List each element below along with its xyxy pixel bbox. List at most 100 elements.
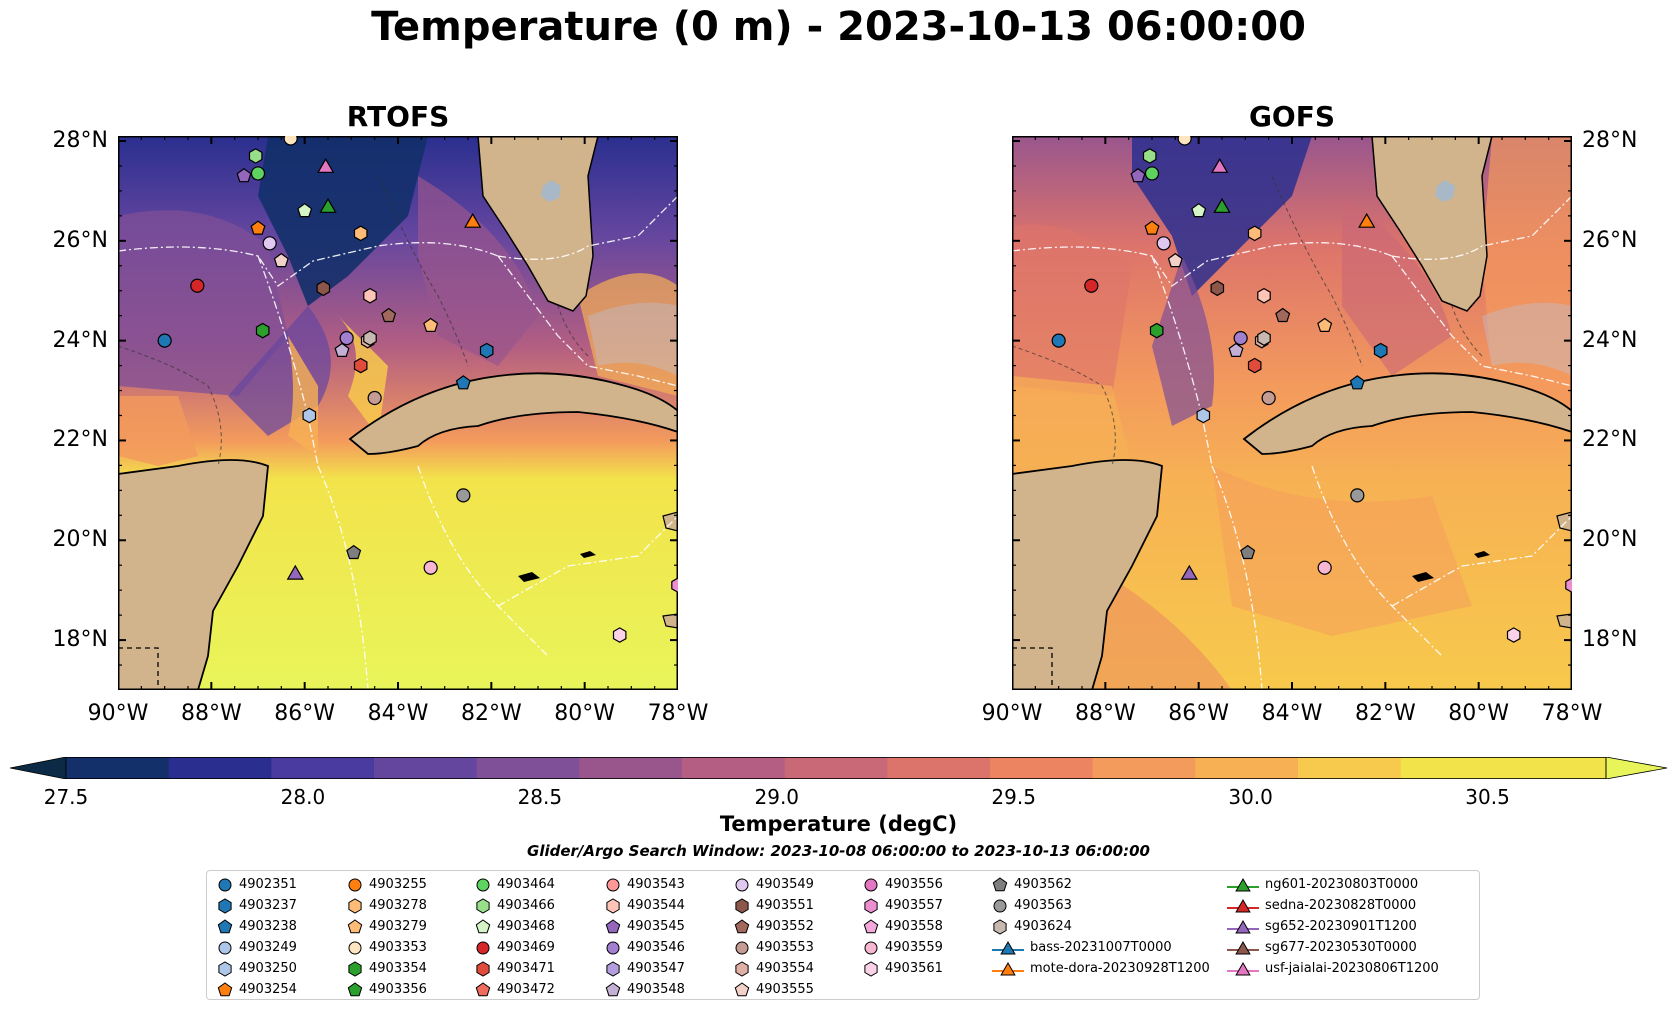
legend-item: 4903558 bbox=[863, 916, 943, 937]
marker-4903546[interactable] bbox=[1233, 331, 1248, 346]
marker-4903548[interactable] bbox=[334, 342, 350, 357]
marker-4903549[interactable] bbox=[1156, 236, 1171, 251]
marker-4903466[interactable] bbox=[248, 148, 263, 164]
marker-4903354[interactable] bbox=[1149, 322, 1164, 339]
legend-item-label: 4903546 bbox=[627, 940, 685, 955]
marker-4903552[interactable] bbox=[1275, 307, 1291, 323]
marker-4903555[interactable] bbox=[273, 252, 289, 268]
marker-4903279[interactable] bbox=[1317, 317, 1333, 332]
lon-tick-right: 80°W bbox=[1448, 701, 1510, 726]
colorbar-title: Temperature (degC) bbox=[719, 812, 958, 836]
colorbar-tick: 28.0 bbox=[280, 785, 326, 809]
marker-4903238[interactable] bbox=[1349, 375, 1365, 390]
pentagon-marker-icon bbox=[217, 918, 233, 933]
legend-item: 4903356 bbox=[347, 979, 427, 1000]
marker-ng601-20230803T0000[interactable] bbox=[319, 197, 337, 213]
legend-item: 4903255 bbox=[347, 874, 427, 895]
marker-4903544[interactable] bbox=[1257, 287, 1271, 304]
marker-4903562[interactable] bbox=[346, 544, 362, 560]
marker-4903545[interactable] bbox=[236, 168, 252, 183]
marker-4903468[interactable] bbox=[1191, 202, 1207, 218]
marker-4903471[interactable] bbox=[353, 357, 368, 374]
map-panel-rtofs[interactable] bbox=[118, 136, 678, 690]
pentagon-marker-icon bbox=[605, 918, 621, 933]
marker-4902351[interactable] bbox=[1051, 333, 1066, 348]
marker-4903254[interactable] bbox=[1144, 220, 1160, 235]
lon-tick-left: 82°W bbox=[460, 701, 522, 726]
marker-4903553[interactable] bbox=[367, 390, 382, 406]
marker-4903353[interactable] bbox=[283, 136, 298, 146]
map-panel-gofs[interactable] bbox=[1012, 136, 1572, 690]
legend-item-label: bass-20231007T0000 bbox=[1030, 940, 1172, 955]
marker-4903254[interactable] bbox=[250, 220, 266, 235]
legend-item: 4903561 bbox=[863, 958, 943, 979]
colorbar-tick: 29.5 bbox=[991, 785, 1036, 809]
marker-4903559[interactable] bbox=[423, 560, 438, 575]
legend-item: 4903547 bbox=[605, 958, 685, 979]
marker-4903237[interactable] bbox=[1373, 342, 1388, 359]
marker-4903464[interactable] bbox=[250, 166, 266, 181]
legend-item-label: 4903547 bbox=[627, 961, 685, 976]
marker-4903250[interactable] bbox=[1196, 407, 1211, 424]
legend-item-label: 4903249 bbox=[239, 940, 297, 955]
legend-item-label: 4903561 bbox=[885, 961, 943, 976]
marker-mote-dora-20230928T1200[interactable] bbox=[464, 212, 482, 228]
marker-4903551[interactable] bbox=[1210, 280, 1225, 297]
marker-4903250[interactable] bbox=[302, 407, 317, 424]
circle-marker-icon bbox=[476, 878, 490, 891]
marker-4903557[interactable] bbox=[671, 577, 678, 593]
circle-marker-icon bbox=[864, 878, 878, 891]
legend-item-label: 4903238 bbox=[239, 919, 297, 934]
marker-ng601-20230803T0000[interactable] bbox=[1213, 197, 1231, 213]
marker-sg652-20230901T1200[interactable] bbox=[286, 564, 304, 580]
marker-4903562[interactable] bbox=[1240, 544, 1256, 560]
marker-4903561[interactable] bbox=[1506, 627, 1521, 643]
marker-4903237[interactable] bbox=[479, 342, 494, 359]
marker-4903561[interactable] bbox=[612, 627, 627, 643]
marker-4903544[interactable] bbox=[363, 287, 377, 304]
legend-item: 4903563 bbox=[992, 895, 1072, 916]
marker-sg652-20230901T1200[interactable] bbox=[1180, 564, 1198, 580]
legend-item-label: 4903250 bbox=[239, 961, 297, 976]
marker-4903464[interactable] bbox=[1144, 166, 1160, 181]
marker-4903278[interactable] bbox=[1247, 225, 1262, 242]
marker-4903557[interactable] bbox=[1565, 577, 1572, 593]
marker-usf-jaialai-20230806T1200[interactable] bbox=[1211, 158, 1229, 173]
marker-4903624[interactable] bbox=[1257, 330, 1271, 346]
marker-4903278[interactable] bbox=[353, 225, 368, 242]
marker-4903548[interactable] bbox=[1228, 342, 1244, 357]
marker-4903466[interactable] bbox=[1142, 148, 1157, 164]
marker-4903353[interactable] bbox=[1177, 136, 1192, 146]
legend-item-label: 4903563 bbox=[1014, 898, 1072, 913]
marker-4903551[interactable] bbox=[316, 280, 331, 297]
marker-4903555[interactable] bbox=[1167, 252, 1183, 268]
legend-item: 4903472 bbox=[475, 979, 555, 1000]
marker-4903624[interactable] bbox=[363, 330, 377, 346]
marker-4903549[interactable] bbox=[262, 236, 277, 251]
marker-4903279[interactable] bbox=[423, 317, 439, 332]
marker-mote-dora-20230928T1200[interactable] bbox=[1358, 212, 1376, 228]
circle-marker-icon bbox=[218, 941, 232, 954]
marker-4903552[interactable] bbox=[381, 307, 397, 323]
hexagon-marker-icon bbox=[606, 960, 620, 977]
marker-4903563[interactable] bbox=[456, 488, 471, 503]
marker-4903469[interactable] bbox=[1084, 278, 1099, 293]
legend-item: 4903562 bbox=[992, 874, 1072, 895]
marker-4903559[interactable] bbox=[1317, 560, 1332, 575]
marker-4903238[interactable] bbox=[455, 375, 471, 390]
marker-4902351[interactable] bbox=[157, 333, 172, 348]
hexagon-marker-icon bbox=[476, 897, 490, 914]
marker-usf-jaialai-20230806T1200[interactable] bbox=[317, 158, 335, 173]
pentagon-marker-icon bbox=[347, 981, 363, 996]
marker-4903563[interactable] bbox=[1350, 488, 1365, 503]
marker-4903354[interactable] bbox=[255, 322, 270, 339]
marker-4903468[interactable] bbox=[297, 202, 313, 218]
marker-4903553[interactable] bbox=[1261, 390, 1276, 406]
marker-4903546[interactable] bbox=[339, 331, 354, 346]
legend-item: 4903354 bbox=[347, 958, 427, 979]
panel-title-left: RTOFS bbox=[346, 100, 450, 133]
lon-tick-right: 78°W bbox=[1541, 701, 1603, 726]
marker-4903545[interactable] bbox=[1130, 168, 1146, 183]
marker-4903469[interactable] bbox=[190, 278, 205, 293]
marker-4903471[interactable] bbox=[1247, 357, 1262, 374]
